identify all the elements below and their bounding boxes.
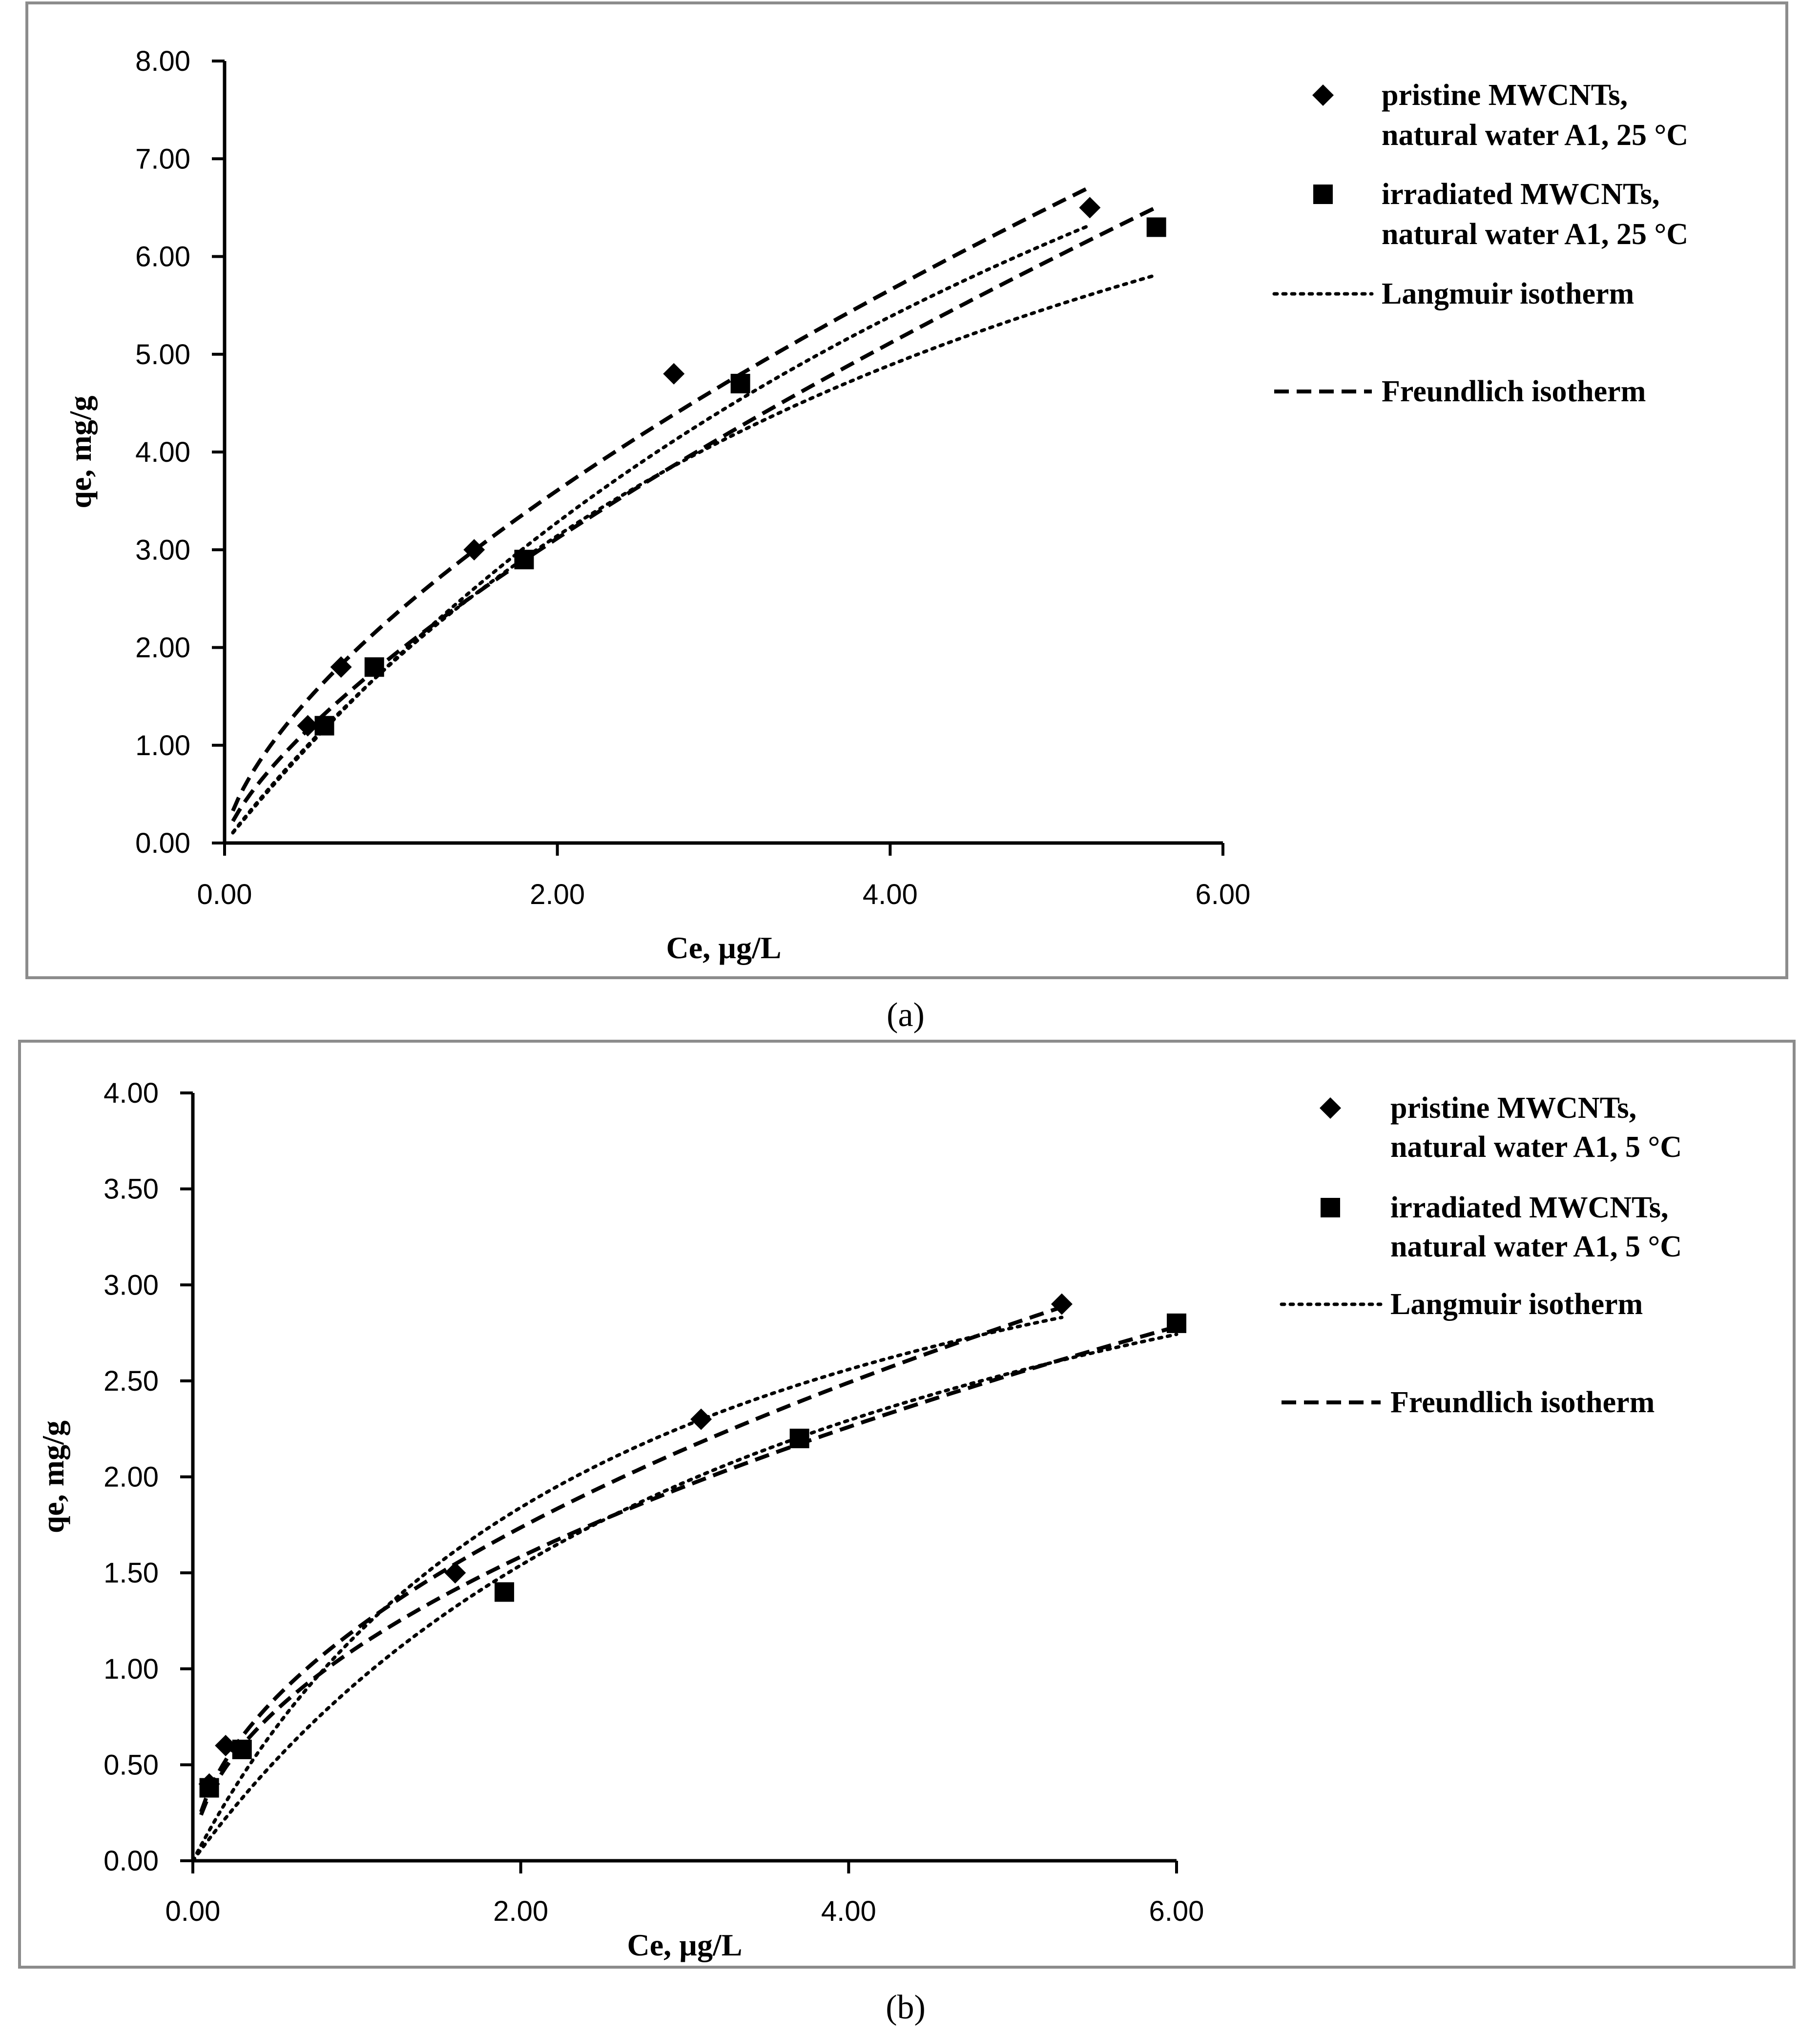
y-tick-label: 2.00	[103, 1461, 159, 1493]
legend-label: natural water A1, 25 °C	[1382, 218, 1688, 251]
legend-label: natural water A1, 25 °C	[1382, 119, 1688, 152]
y-tick-label: 2.50	[103, 1365, 159, 1397]
panel-a-chart: 0.00 1.00 2.00 3.00 4.00 5.00 6.00 7.00 8.00 0.00…	[63, 45, 1688, 965]
data-point-diamond	[1051, 1293, 1073, 1315]
y-tick-label: 5.00	[135, 339, 190, 370]
legend-diamond-marker	[1320, 1097, 1341, 1119]
data-point-diamond	[444, 1562, 466, 1584]
freundlich-fit-curve	[199, 1325, 1178, 1816]
data-point-square	[1146, 217, 1166, 237]
legend-label: irradiated MWCNTs,	[1390, 1191, 1668, 1224]
langmuir-fit-curve	[191, 1316, 1064, 1863]
data-point-square	[1167, 1313, 1186, 1333]
panel-a-caption: (a)	[887, 996, 925, 1034]
data-point-square	[364, 657, 384, 677]
x-axis-title: Ce, µg/L	[666, 930, 782, 965]
x-tick-label: 4.00	[863, 879, 918, 910]
legend-label: pristine MWCNTs,	[1382, 79, 1628, 112]
legend-label: Freundlich isotherm	[1390, 1386, 1655, 1419]
x-axis-title: Ce, µg/L	[627, 1928, 743, 1962]
x-tick-label: 0.00	[165, 1895, 221, 1927]
y-tick-label: 1.00	[103, 1653, 159, 1685]
x-tick-label: 2.00	[493, 1895, 548, 1927]
x-tick-label: 2.00	[530, 879, 585, 910]
y-tick-label: 3.50	[103, 1173, 159, 1205]
legend-label: natural water A1, 5 °C	[1390, 1230, 1682, 1263]
y-tick-label: 4.00	[103, 1077, 159, 1109]
legend-diamond-marker	[1312, 84, 1334, 106]
y-tick-label: 0.00	[103, 1845, 159, 1877]
legend-label: Freundlich isotherm	[1382, 375, 1646, 408]
panel-a-frame	[25, 1, 1788, 979]
data-point-diamond	[663, 363, 685, 385]
legend-label: Langmuir isotherm	[1382, 277, 1634, 310]
panel-b-chart: 0.00 0.50 1.00 1.50 2.00 2.50 3.00 3.50 4.00 0.00…	[36, 1077, 1682, 1962]
data-point-diamond	[297, 715, 319, 737]
legend-label: pristine MWCNTs,	[1390, 1091, 1636, 1125]
data-point-square	[730, 373, 750, 393]
y-axis-title: qe, mg/g	[63, 395, 98, 508]
y-tick-label: 8.00	[135, 45, 190, 77]
y-tick-label: 0.50	[103, 1749, 159, 1781]
freundlich-fit-curve	[231, 206, 1158, 823]
legend-square-marker	[1321, 1198, 1340, 1217]
x-tick-label: 0.00	[197, 879, 252, 910]
y-tick-label: 1.00	[135, 730, 190, 761]
data-point-diamond	[690, 1408, 712, 1430]
data-point-square	[789, 1428, 809, 1448]
y-tick-label: 7.00	[135, 143, 190, 175]
y-tick-label: 2.00	[135, 632, 190, 664]
panel-b-caption: (b)	[886, 1989, 926, 2026]
y-tick-label: 1.50	[103, 1557, 159, 1589]
y-tick-label: 4.00	[135, 436, 190, 468]
legend-square-marker	[1313, 185, 1333, 204]
data-point-diamond	[330, 656, 352, 678]
panel-b-frame	[18, 1040, 1796, 1969]
data-point-diamond	[215, 1735, 237, 1757]
legend-label: irradiated MWCNTs,	[1382, 178, 1659, 211]
x-tick-label: 6.00	[1149, 1895, 1204, 1927]
data-point-square	[232, 1739, 252, 1759]
data-point-diamond	[463, 539, 485, 561]
legend-label: natural water A1, 5 °C	[1390, 1131, 1682, 1164]
y-tick-label: 3.00	[103, 1269, 159, 1301]
data-point-square	[314, 716, 334, 736]
y-tick-label: 0.00	[135, 827, 190, 859]
y-axis-title: qe, mg/g	[36, 1420, 70, 1533]
data-point-square	[514, 550, 534, 570]
data-point-diamond	[1079, 197, 1101, 219]
data-point-square	[199, 1778, 219, 1798]
x-tick-label: 6.00	[1196, 879, 1251, 910]
freundlich-fit-curve	[231, 185, 1091, 812]
legend-label: Langmuir isotherm	[1390, 1288, 1643, 1321]
y-tick-label: 6.00	[135, 241, 190, 273]
x-tick-label: 4.00	[821, 1895, 876, 1927]
y-tick-label: 3.00	[135, 534, 190, 566]
data-point-square	[495, 1582, 515, 1602]
freundlich-fit-curve	[199, 1305, 1063, 1813]
